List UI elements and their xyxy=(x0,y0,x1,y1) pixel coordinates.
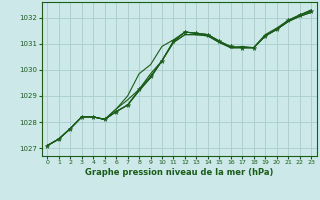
X-axis label: Graphe pression niveau de la mer (hPa): Graphe pression niveau de la mer (hPa) xyxy=(85,168,273,177)
